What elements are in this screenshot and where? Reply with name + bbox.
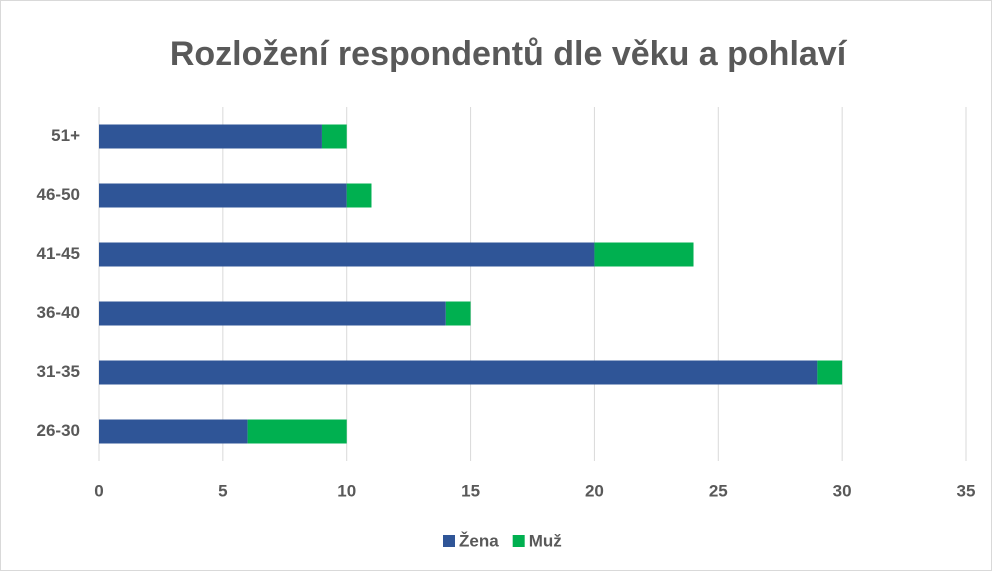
bar	[99, 301, 446, 326]
x-tick-label: 35	[957, 481, 976, 500]
bar	[594, 242, 694, 267]
x-tick-label: 10	[337, 481, 356, 500]
legend-label: Muž	[529, 531, 562, 550]
bar	[99, 124, 322, 149]
legend-swatch	[443, 535, 455, 547]
bar	[817, 360, 843, 385]
y-tick-label: 41-45	[37, 244, 80, 263]
bar	[99, 242, 595, 267]
legend-swatch	[512, 535, 525, 547]
y-tick-label: 46-50	[37, 185, 80, 204]
x-tick-label: 30	[833, 481, 852, 500]
y-tick-label: 26-30	[37, 421, 80, 440]
chart-title: Rozložení respondentů dle věku a pohlaví	[170, 35, 848, 73]
bar	[99, 183, 347, 208]
x-tick-label: 0	[94, 481, 103, 500]
y-tick-label: 51+	[51, 126, 80, 145]
x-tick-label: 20	[585, 481, 604, 500]
bar	[99, 360, 818, 385]
bar	[321, 124, 347, 149]
bar	[247, 419, 347, 444]
legend-label: Žena	[459, 531, 499, 550]
y-tick-label: 31-35	[37, 362, 80, 381]
bar	[99, 419, 248, 444]
y-tick-label: 36-40	[37, 303, 80, 322]
bar	[346, 183, 372, 208]
x-tick-label: 25	[709, 481, 728, 500]
bar	[445, 301, 471, 326]
x-tick-label: 5	[218, 481, 227, 500]
x-tick-label: 15	[461, 481, 480, 500]
